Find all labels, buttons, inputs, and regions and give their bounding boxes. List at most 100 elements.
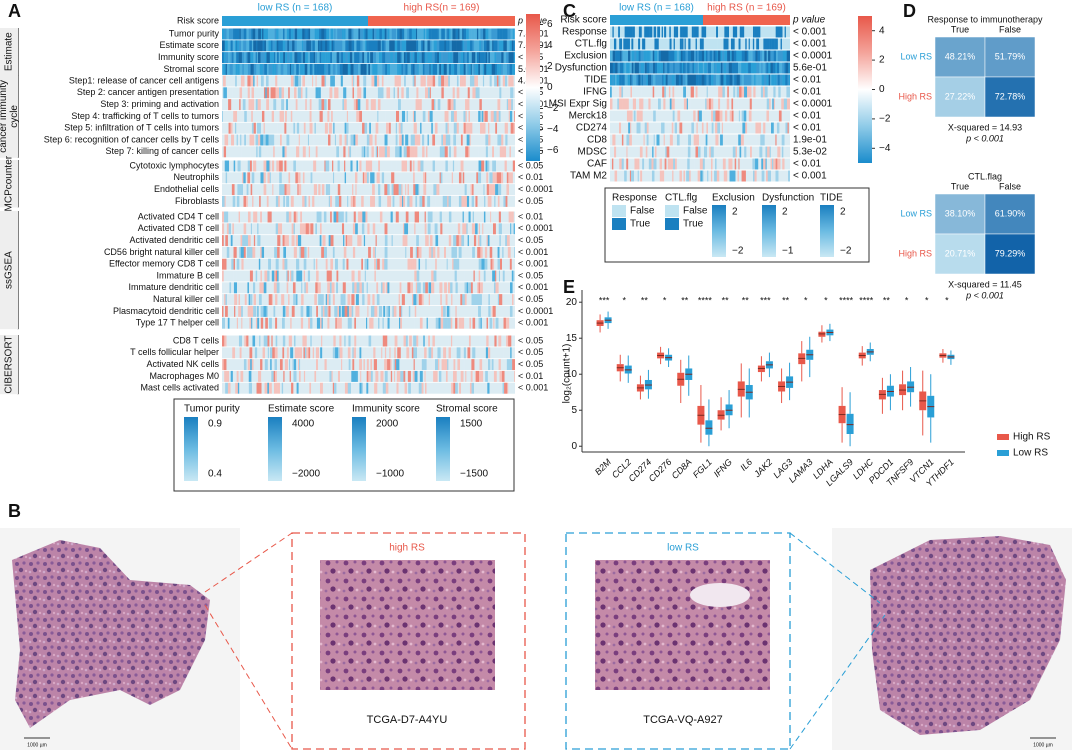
table-cell bbox=[934, 233, 986, 275]
panel-label: C bbox=[563, 1, 576, 21]
legend-title: Stromal score bbox=[436, 404, 498, 415]
table-cell bbox=[934, 36, 986, 78]
heatmap-row bbox=[222, 40, 515, 52]
legend-swatch bbox=[997, 450, 1009, 456]
legend-tick-label: 0.4 bbox=[208, 469, 222, 480]
p-value: < 0.01 bbox=[518, 211, 543, 221]
legend-tick-label: −1000 bbox=[376, 469, 405, 480]
cell-label: 61.90% bbox=[995, 208, 1026, 218]
legend-item: High RS bbox=[1013, 432, 1051, 443]
heatmap-row bbox=[222, 99, 515, 111]
group-label: high RS bbox=[389, 543, 425, 554]
p-value: < 0.01 bbox=[793, 75, 822, 86]
heatmap-row bbox=[610, 146, 790, 158]
heatmap-row bbox=[610, 170, 790, 182]
row-label: IFNG bbox=[583, 87, 607, 98]
statistic: X-squared = 14.93 bbox=[948, 122, 1022, 132]
colorbar-tick-label: −6 bbox=[547, 145, 559, 156]
heatmap-row bbox=[222, 146, 515, 158]
colorbar-tick-label: −2 bbox=[547, 103, 559, 114]
heatmap-row bbox=[222, 223, 515, 235]
heatmap-row bbox=[610, 134, 790, 146]
legend-item: False bbox=[630, 206, 655, 217]
x-tick-label: CD8A bbox=[670, 457, 694, 481]
legend-tick-label: 2 bbox=[782, 207, 788, 218]
heatmap-row bbox=[222, 246, 515, 258]
colorbar-tick-label: 0 bbox=[547, 82, 553, 93]
row-label: Low RS bbox=[900, 208, 932, 218]
row-label: Activated CD4 T cell bbox=[138, 211, 219, 221]
row-label: Mast cells activated bbox=[140, 383, 219, 393]
vessel bbox=[690, 583, 750, 607]
section-band bbox=[0, 211, 18, 330]
colorbar-tick-label: 0 bbox=[879, 84, 885, 95]
zoom-line bbox=[204, 532, 293, 593]
table-cell bbox=[934, 193, 986, 235]
row-label: Merck18 bbox=[569, 111, 608, 122]
panel-label: A bbox=[8, 1, 21, 21]
significance: * bbox=[663, 295, 667, 305]
zoom-image bbox=[595, 560, 770, 690]
legend-title: TIDE bbox=[820, 193, 843, 204]
table-cell bbox=[984, 233, 1036, 275]
p-value: < 0.0001 bbox=[518, 223, 553, 233]
column-label: True bbox=[951, 181, 969, 191]
row-label: TAM M2 bbox=[570, 171, 607, 182]
legend-title: Dysfunction bbox=[762, 193, 814, 204]
tissue-slide bbox=[12, 540, 210, 728]
sample-id: TCGA-VQ-A927 bbox=[643, 714, 722, 726]
colorbar-tick-label: 4 bbox=[547, 40, 553, 51]
y-tick-label: 20 bbox=[566, 297, 578, 308]
row-label: Macrophages M0 bbox=[149, 371, 219, 381]
row-label: High RS bbox=[898, 248, 932, 258]
table-cell bbox=[984, 76, 1036, 118]
section-band bbox=[0, 28, 18, 76]
heatmap-row bbox=[610, 50, 790, 62]
legend-tick-label: −2 bbox=[840, 246, 852, 257]
x-tick-label: CD276 bbox=[647, 457, 674, 484]
p-value: < 0.01 bbox=[793, 123, 822, 134]
heatmap-row bbox=[610, 110, 790, 122]
heatmap-row bbox=[222, 258, 515, 270]
legend-tick-label: 2 bbox=[732, 207, 738, 218]
row-label: CD8 bbox=[587, 135, 607, 146]
zoom-line bbox=[789, 532, 881, 604]
box bbox=[705, 420, 713, 435]
row-label: Immature dendritic cell bbox=[128, 282, 219, 292]
legend-gradient bbox=[184, 417, 198, 481]
section-label: ssGSEA bbox=[4, 251, 15, 289]
p-value: < 0.01 bbox=[518, 172, 543, 182]
zoom-line bbox=[789, 614, 886, 750]
row-label: Low RS bbox=[900, 51, 932, 61]
significance: *** bbox=[599, 295, 610, 305]
table-cell bbox=[984, 193, 1036, 235]
risk-bar bbox=[703, 15, 790, 25]
row-label: Activated CD8 T cell bbox=[138, 223, 219, 233]
legend-gradient bbox=[820, 205, 834, 257]
p-value: 5.6e-01 bbox=[793, 63, 827, 74]
significance: ** bbox=[641, 295, 649, 305]
colorbar bbox=[858, 16, 872, 163]
zoom-line bbox=[204, 604, 293, 750]
section-band bbox=[0, 75, 18, 158]
colorbar bbox=[526, 14, 540, 161]
p-value: < 0.001 bbox=[793, 39, 827, 50]
row-label: Step 4: trafficking of T cells to tumors bbox=[71, 111, 219, 121]
row-label: Activated dendritic cell bbox=[129, 235, 219, 245]
significance: * bbox=[925, 295, 929, 305]
row-label: Step 3: priming and activation bbox=[100, 99, 219, 109]
legend-tick-label: −1 bbox=[782, 246, 794, 257]
significance: ** bbox=[742, 295, 750, 305]
panel-label: D bbox=[903, 1, 916, 21]
row-label: Step1: release of cancer cell antigens bbox=[69, 75, 220, 85]
legend-box bbox=[173, 398, 515, 492]
legend-item: False bbox=[683, 206, 708, 217]
section-label: cancer immunity bbox=[0, 80, 9, 153]
scale-bar-label: 1000 µm bbox=[27, 742, 47, 748]
p-header: p value bbox=[792, 15, 826, 26]
p-value: < 0.05 bbox=[518, 235, 543, 245]
p-value: < 0.001 bbox=[793, 171, 827, 182]
row-label: Effector memory CD8 T cell bbox=[109, 259, 219, 269]
cell-label: 48.21% bbox=[945, 51, 976, 61]
cell-label: 27.22% bbox=[945, 91, 976, 101]
